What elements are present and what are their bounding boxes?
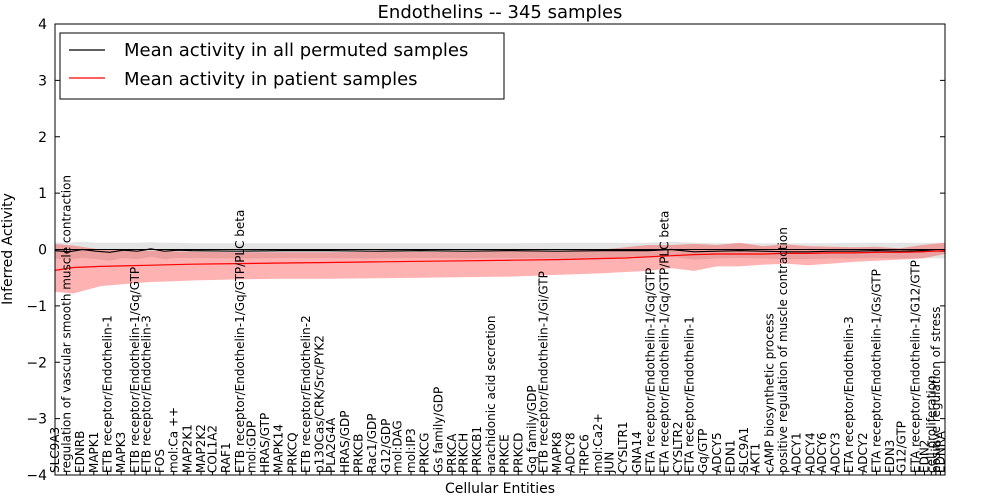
x-tick-label: positive regulation of stress [929,306,943,473]
plot-frame [54,23,946,476]
x-tick-label: MAPK14 [272,424,286,473]
y-tick-label: −1 [26,299,47,315]
x-axis-label: Cellular Entities [445,481,555,497]
x-tick-label: JUN [603,452,617,474]
x-tick-label: mol:Ca2+ [591,413,605,473]
x-tick-label: ETB receptor/Endothelin-1/Gq/GTP/PLC bet… [233,210,247,473]
x-tick-label: PRKCA [445,433,459,473]
x-tick-label: MAPK1 [87,432,101,473]
x-tick-label: EDN3 [883,440,897,473]
legend-frame [59,32,505,100]
x-tick-label: RAF1 [219,442,233,473]
x-tick-label: PRKCH [457,433,471,473]
x-tick-label: positive regulation of muscle contractio… [776,227,790,473]
x-tick-label: EDN1 [724,440,738,473]
y-tick-label: 3 [38,73,47,89]
x-tick-label: Gs family/GDP [431,387,445,473]
x-tick-label: ETA receptor/Endothelin-3 [842,316,856,473]
line-series-1 [54,250,946,271]
y-tick-label: −4 [26,468,47,484]
x-tick-label: p130Cas/CRK/Src/PYK2 [313,335,327,473]
y-axis-label: Inferred Activity [0,193,16,305]
x-tick-label: MAPK3 [114,432,128,473]
x-tick-label: HRAS/GTP [258,413,272,473]
x-tick-label: PRKCD [511,433,525,473]
x-tick-label: Rac1/GDP [365,414,379,473]
x-tick-label: ETA receptor/Endothelin-1/Gq/GTP [644,268,658,473]
legend-label-patient: Mean activity in patient samples [124,69,418,90]
x-tick-label: mol:Ca ++ [167,407,181,473]
x-tick-label: MAP2K2 [194,424,208,473]
x-tick-label: ETB receptor/Endothelin-1/Gi/GTP [536,271,550,473]
x-tick-label: GNA14 [630,431,644,473]
y-tick-label: −3 [26,412,47,428]
x-tick-label: PRKCB1 [470,426,484,473]
x-tick-label: ETB receptor/Endothelin-2 [299,315,313,473]
x-tick-label: G12/GTP [895,421,909,473]
band-series-1 [55,242,945,294]
y-tick-label: 0 [38,243,47,259]
x-tick-label: Gq/GTP [696,429,710,473]
x-tick-label: PRKCE [498,434,512,473]
x-tick-label: EDNRA [933,430,947,473]
x-tick-label: G12/GDP [379,419,393,473]
y-tick-label: 4 [38,17,47,33]
x-tick-label: ADCY8 [564,432,578,473]
x-tick-label: mol:IP3 [404,428,418,473]
x-tick-label: PRKCG [418,433,432,473]
x-tick-label: ETA receptor/Endothelin-1 [682,316,696,473]
x-tick-label: HRAS/GDP [338,410,352,473]
x-tick-label: MAPK8 [550,432,564,473]
legend: Mean activity in all permuted samples Me… [59,32,505,100]
x-tick-label: mol:DAG [390,420,404,473]
line-series-0 [54,248,946,253]
x-tick-label: ETB receptor/Endothelin-3 [139,315,153,473]
x-tick-label: cAMP biosynthetic process [762,313,776,473]
x-tick-label: PLA2G4A [324,417,338,473]
y-tick-label: 2 [38,130,47,146]
x-tick-label: PRKCQ [285,432,299,473]
x-tick-label: PRKCB [352,434,366,473]
x-tick-label: ETB receptor/Endothelin-1 [101,315,115,473]
x-tick-label: ETA receptor/Endothelin-1/Gq/GTP/PLC bet… [657,211,671,473]
x-tick-label: regulation of vascular smooth muscle con… [59,175,73,473]
x-tick-label: ADCY3 [829,432,843,473]
x-tick-label: COL1A2 [206,425,220,473]
y-tick-label: −2 [26,355,47,371]
x-tick-label: Gq family/GDP [525,385,539,473]
x-tick-label: SLC9A1 [737,427,751,473]
x-tick-label: MAP2K1 [180,424,194,473]
x-tick-label: cell proliferation [924,375,938,473]
x-tick-label: FOS [153,449,167,473]
x-tick-label: EDN2 [918,440,932,473]
legend-label-permuted: Mean activity in all permuted samples [124,40,468,61]
x-tick-label: ADCY2 [856,432,870,473]
x-tick-label: CYSLTR2 [671,422,685,473]
chart-title: Endothelins -- 345 samples [378,2,623,23]
x-tick-label: CYSLTR1 [616,422,630,473]
x-tick-label: ETB receptor/Endothelin-1/Gq/GTP [128,267,142,473]
x-tick-label: arachidonic acid secretion [484,316,498,473]
x-tick-label: ADCY4 [803,432,817,473]
x-tick-label: ETA receptor/Endothelin-1/G12/GTP [908,260,922,473]
x-tick-label: ADCY5 [710,432,724,473]
x-tick-label: mol:GDP [244,421,258,473]
x-tick-label: ADCY6 [815,432,829,473]
x-tick-label: ADCY1 [790,432,804,473]
x-tick-label: TRPC6 [577,434,591,474]
x-tick-label: ETA receptor/Endothelin-1/Gs/GTP [870,269,884,473]
x-tick-label: AKT1 [749,443,763,473]
x-tick-label: EDNRB [73,431,87,473]
y-tick-label: 1 [38,186,47,202]
